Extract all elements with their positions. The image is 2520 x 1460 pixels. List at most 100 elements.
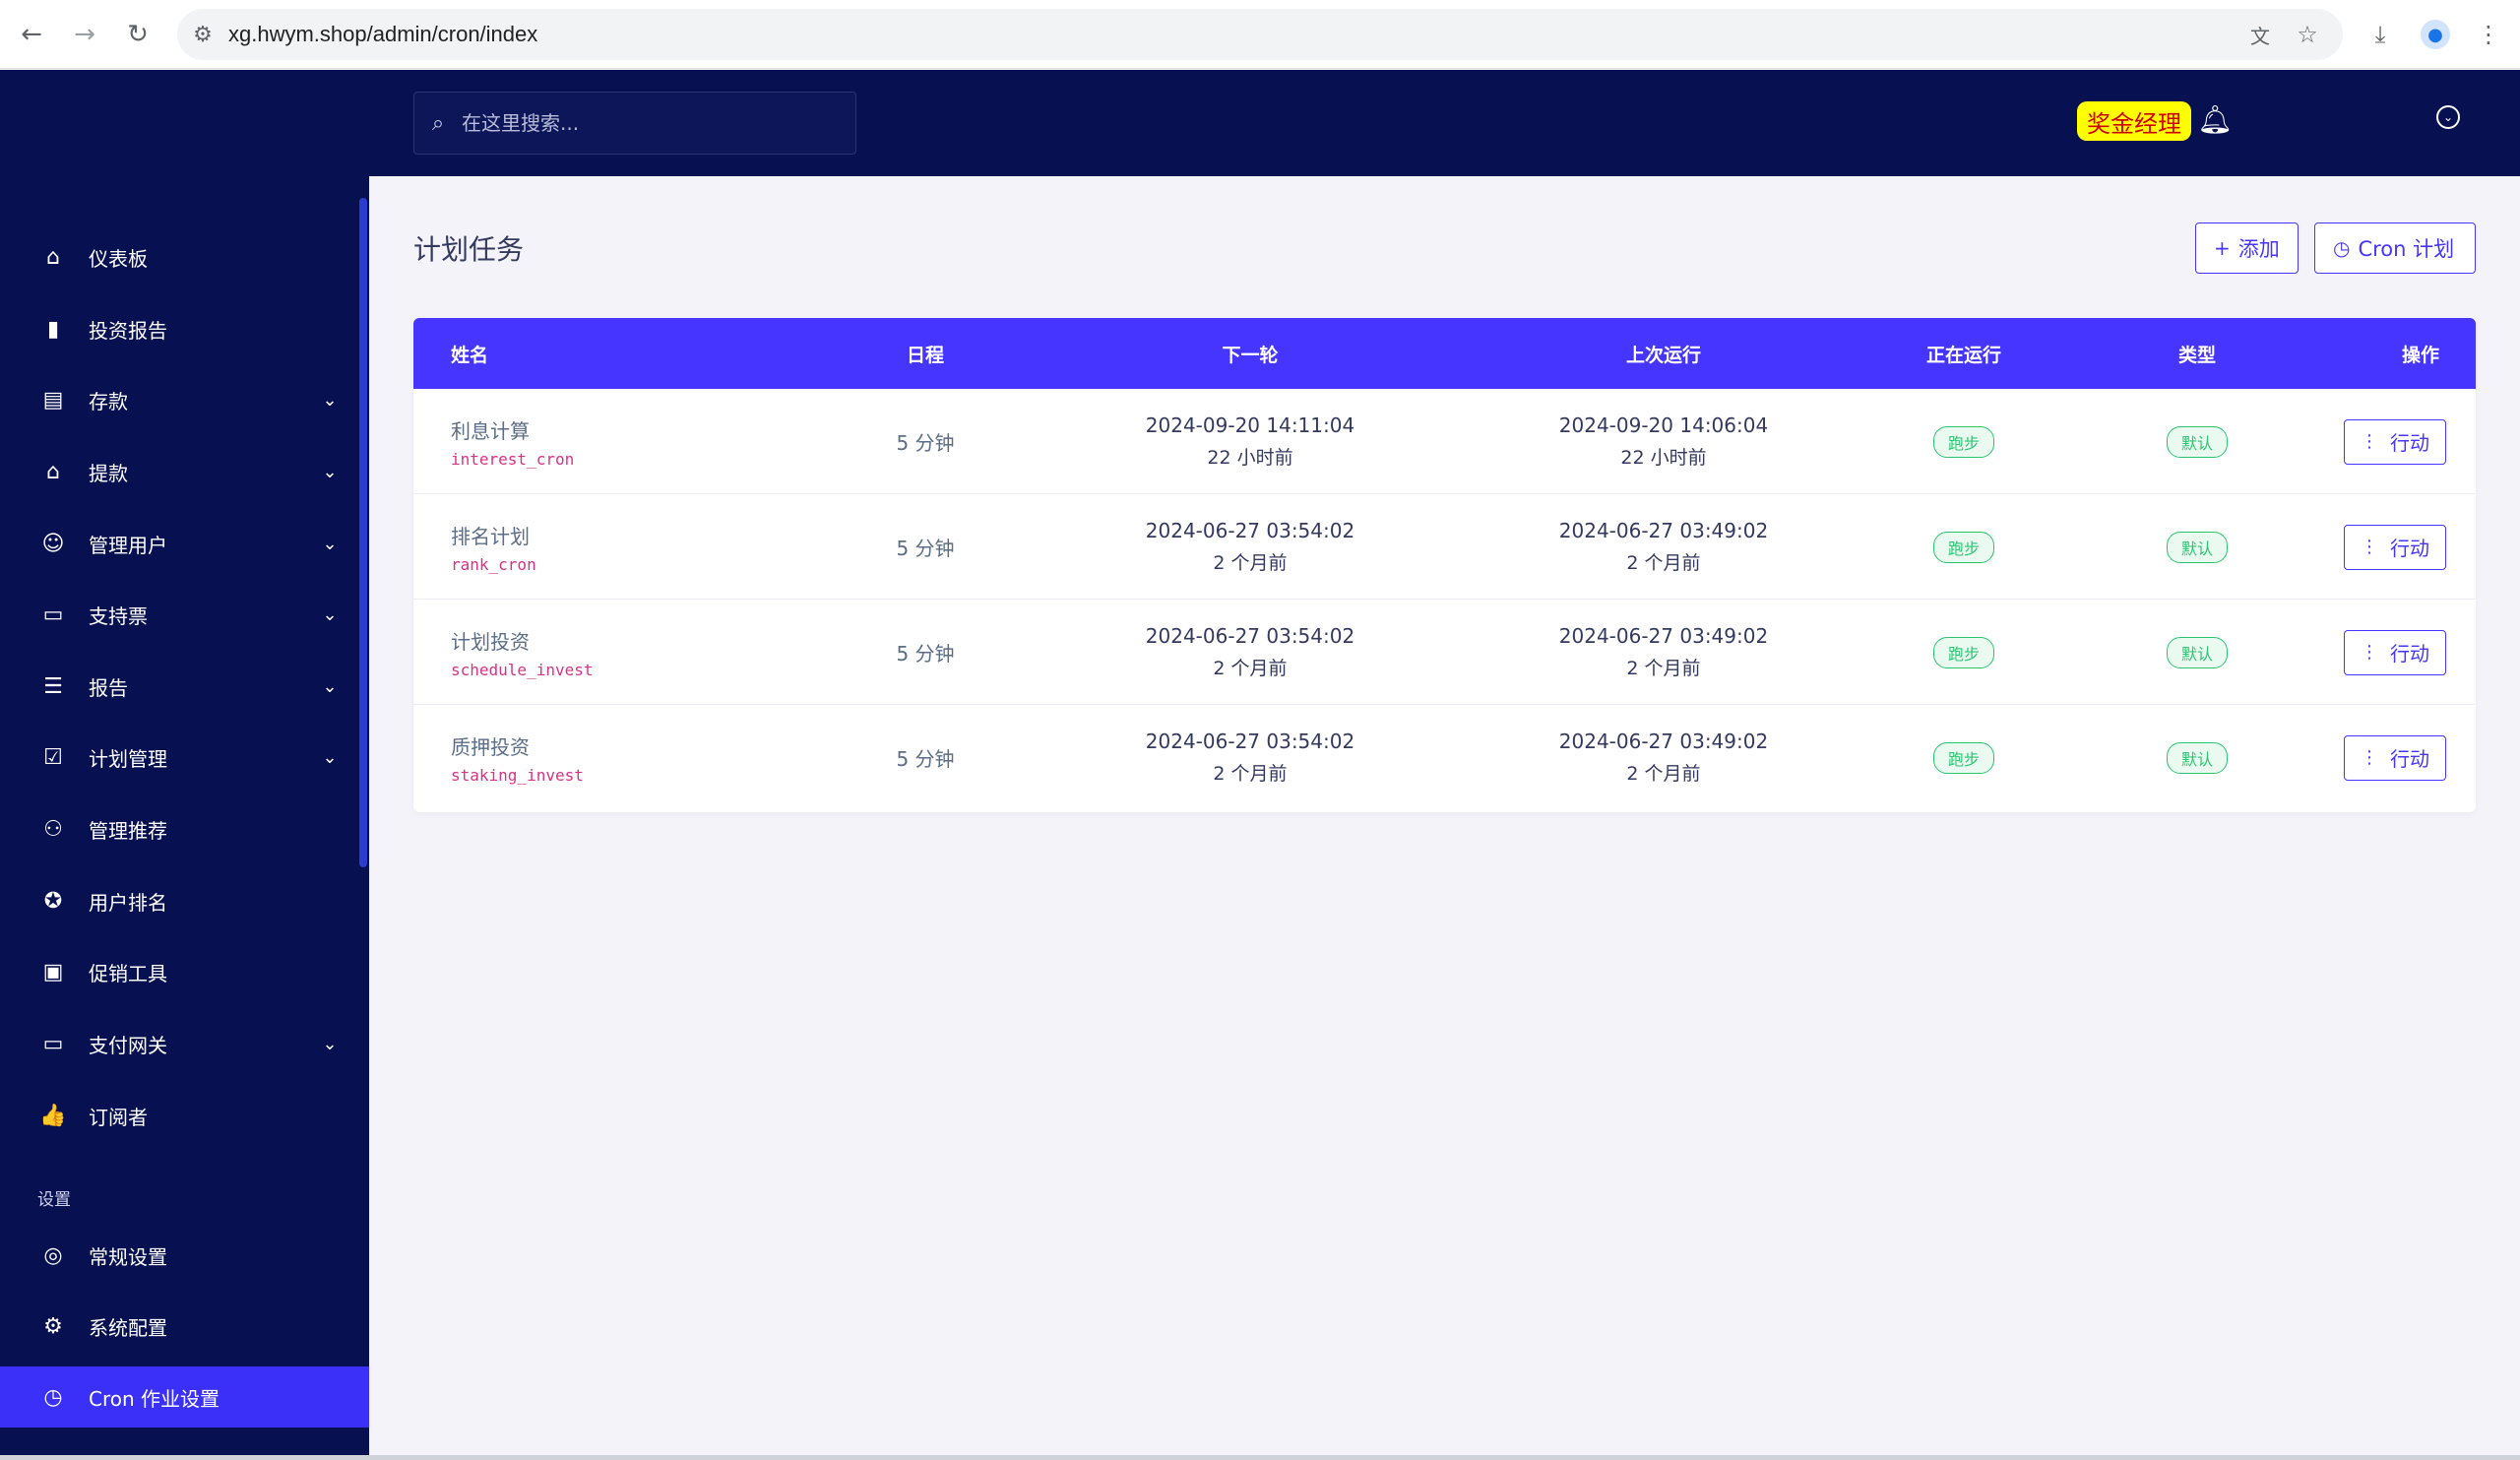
sidebar-item-manage-referral[interactable]: ⚇ 管理推荐: [0, 798, 369, 859]
cron-schedule-button[interactable]: ◷ Cron 计划: [2314, 222, 2476, 274]
action-button[interactable]: ⋮ 行动: [2344, 524, 2446, 570]
sidebar-item-withdraw[interactable]: ⌂ 提款 ⌄: [0, 441, 369, 502]
page-title: 计划任务: [413, 233, 525, 266]
sidebar-item-plan-management[interactable]: ☑ 计划管理 ⌄: [0, 727, 369, 788]
action-button[interactable]: ⋮ 行动: [2344, 418, 2446, 465]
address-bar[interactable]: ⚙ xg.hwym.shop/admin/cron/index: [177, 9, 2343, 60]
site-info-icon[interactable]: ⚙: [193, 22, 213, 47]
cell-name: 计划投资 schedule_invest: [451, 600, 766, 705]
page-bottom-divider: [0, 1455, 2520, 1460]
cron-name: 计划投资: [451, 629, 530, 654]
gear-icon: ⚙: [43, 1313, 63, 1339]
cell-action: ⋮ 行动: [2338, 600, 2446, 705]
home-icon: ⌂: [46, 244, 60, 270]
sidebar-item-system-config[interactable]: ⚙ 系统配置: [0, 1296, 369, 1357]
clock-icon: ◷: [2333, 236, 2351, 260]
cell-name: 利息计算 interest_cron: [451, 389, 766, 494]
vertical-dots-icon: ⋮: [2361, 537, 2378, 557]
cell-last-run: 2024-06-27 03:49:02 2 个月前: [1558, 624, 1769, 679]
sidebar-scrollbar[interactable]: [359, 198, 367, 867]
cron-code: interest_cron: [451, 449, 575, 469]
bank-icon: ⌂: [46, 459, 60, 484]
card-icon: ▭: [42, 1031, 64, 1056]
cell-next-run: 2024-06-27 03:54:02 2 个月前: [1145, 519, 1355, 574]
action-button[interactable]: ⋮ 行动: [2344, 629, 2446, 675]
download-icon[interactable]: ⤓: [2374, 21, 2386, 48]
cell-next-run: 2024-06-27 03:54:02 2 个月前: [1145, 730, 1355, 785]
cell-running: 跑步: [1865, 705, 2062, 810]
sidebar-item-payment-gateway[interactable]: ▭ 支付网关 ⌄: [0, 1013, 369, 1074]
sidebar-item-dashboard[interactable]: ⌂ 仪表板: [0, 226, 369, 287]
url-text[interactable]: xg.hwym.shop/admin/cron/index: [228, 22, 538, 46]
vertical-dots-icon: ⋮: [2361, 642, 2378, 663]
action-button[interactable]: ⋮ 行动: [2344, 734, 2446, 781]
referral-icon: ⚇: [43, 816, 63, 842]
sidebar-item-investment-report[interactable]: ▮ 投资报告: [0, 298, 369, 359]
notification-bell-icon[interactable]: 🔔︎: [2197, 102, 2233, 136]
chevron-down-icon: ⌄: [322, 1033, 338, 1054]
chevron-down-icon: ⌄: [322, 603, 338, 625]
chevron-down-icon: ⌄: [322, 389, 338, 411]
plus-icon: +: [2214, 236, 2231, 260]
sidebar-item-general-settings[interactable]: ◎ 常规设置: [0, 1225, 369, 1286]
profile-avatar[interactable]: ●: [2418, 17, 2453, 52]
status-badge: 跑步: [1932, 636, 1994, 668]
table-row: 质押投资 staking_invest 5 分钟 2024-06-27 03:5…: [413, 705, 2476, 810]
cell-last-run: 2024-09-20 14:06:04 22 小时前: [1558, 413, 1769, 469]
bookmark-star-icon[interactable]: ☆: [2297, 21, 2318, 48]
forward-arrow-icon[interactable]: →: [74, 20, 95, 49]
cron-code: staking_invest: [451, 765, 584, 785]
chevron-down-icon: ⌄: [322, 746, 338, 768]
back-arrow-icon[interactable]: ←: [21, 20, 42, 49]
cell-name: 质押投资 staking_invest: [451, 705, 766, 810]
cell-running: 跑步: [1865, 600, 2062, 705]
cell-schedule: 5 分钟: [896, 747, 955, 771]
thumbs-up-icon: 👍: [39, 1103, 67, 1128]
cell-schedule: 5 分钟: [896, 642, 955, 666]
cell-type: 默认: [2099, 494, 2296, 600]
sidebar-settings-heading: 设置: [37, 1190, 71, 1210]
sidebar: ⌂ 仪表板 ▮ 投资报告 ▤ 存款 ⌄ ⌂ 提款 ⌄ ☺ 管理用户 ⌄ ▭ 支持…: [0, 70, 369, 1460]
vertical-dots-icon: ⋮: [2361, 431, 2378, 452]
type-badge: 默认: [2166, 741, 2228, 774]
cell-name: 排名计划 rank_cron: [451, 494, 766, 600]
cell-running: 跑步: [1865, 389, 2062, 494]
bonus-manager-badge[interactable]: 奖金经理: [2077, 101, 2191, 141]
search-icon: ⌕: [431, 110, 445, 136]
table-row: 排名计划 rank_cron 5 分钟 2024-06-27 03:54:02 …: [413, 494, 2476, 600]
column-header-action: 操作: [2401, 344, 2439, 366]
sidebar-item-manage-users[interactable]: ☺ 管理用户 ⌄: [0, 513, 369, 574]
sidebar-item-promotion-tool[interactable]: ▣ 促销工具: [0, 941, 369, 1002]
cell-last-run: 2024-06-27 03:49:02 2 个月前: [1558, 730, 1769, 785]
column-header-next-run: 下一轮: [1222, 344, 1279, 366]
sidebar-item-report[interactable]: ☰ 报告 ⌄: [0, 656, 369, 717]
browser-menu-icon[interactable]: ⋮: [2477, 21, 2500, 48]
search-box[interactable]: ⌕: [413, 92, 856, 155]
top-header: ⌕ 奖金经理 🔔︎ ⌄: [369, 70, 2520, 176]
reload-icon[interactable]: ↻: [127, 20, 149, 49]
column-header-running: 正在运行: [1925, 344, 2001, 366]
column-header-name: 姓名: [451, 344, 489, 366]
sidebar-item-cron-settings[interactable]: ◷ Cron 作业设置: [0, 1366, 369, 1428]
table-header: 姓名 日程 下一轮 上次运行 正在运行 类型 操作: [413, 318, 2476, 389]
bar-chart-icon: ▮: [46, 316, 60, 342]
vertical-dots-icon: ⋮: [2361, 747, 2378, 768]
cell-last-run: 2024-06-27 03:49:02 2 个月前: [1558, 519, 1769, 574]
add-button[interactable]: + 添加: [2195, 222, 2299, 274]
profile-icon: ●: [2421, 20, 2450, 49]
cell-schedule: 5 分钟: [896, 431, 955, 455]
sidebar-item-support-ticket[interactable]: ▭ 支持票 ⌄: [0, 584, 369, 645]
translate-icon[interactable]: 文: [2250, 24, 2270, 48]
chevron-down-icon: ⌄: [322, 675, 338, 697]
lifebuoy-icon: ◎: [43, 1242, 63, 1268]
user-menu-chevron-icon[interactable]: ⌄: [2436, 105, 2460, 129]
ticket-icon: ▭: [42, 602, 64, 627]
sidebar-item-deposit[interactable]: ▤ 存款 ⌄: [0, 369, 369, 430]
sidebar-item-user-ranking[interactable]: ✪ 用户排名: [0, 870, 369, 931]
medal-icon: ✪: [43, 888, 63, 914]
cron-name: 质押投资: [451, 734, 530, 759]
column-header-schedule: 日程: [906, 344, 944, 366]
chevron-down-icon: ⌄: [322, 461, 338, 482]
sidebar-item-subscribers[interactable]: 👍 订阅者: [39, 1103, 148, 1129]
search-input[interactable]: [462, 111, 836, 135]
